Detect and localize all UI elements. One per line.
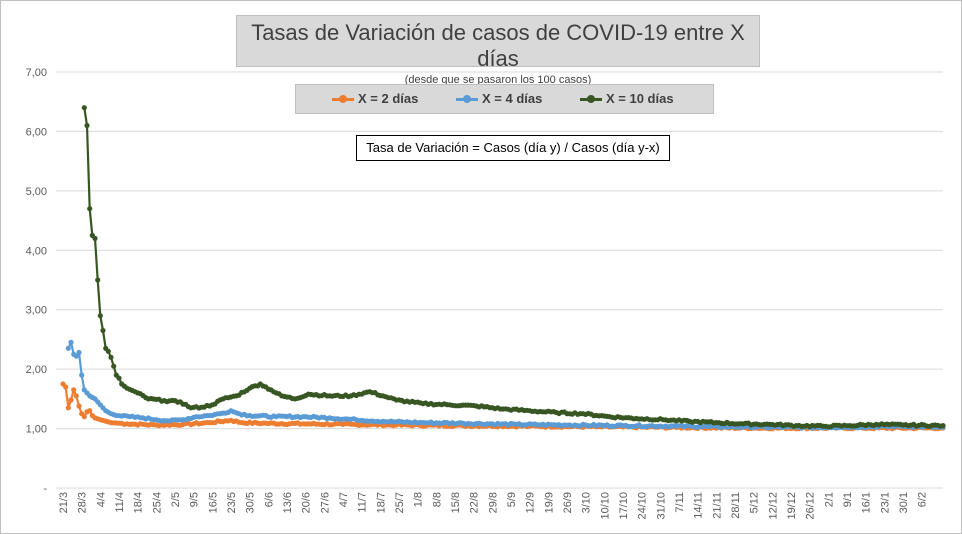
data-point: [87, 408, 93, 414]
y-axis: - 1,00 2,00 3,00 4,00 5,00 6,00 7,00: [26, 67, 48, 495]
series-group: [60, 105, 946, 432]
x-tick-label: 4/7: [338, 492, 350, 507]
data-point: [71, 387, 77, 393]
x-tick-label: 9/5: [189, 492, 201, 507]
x-tick-label: 1/8: [413, 492, 425, 507]
legend-entry-x10: X = 10 días: [580, 91, 674, 106]
x-tick-label: 11/4: [114, 492, 126, 513]
y-tick-label: 4,00: [26, 245, 47, 257]
data-point: [95, 277, 101, 283]
data-point: [79, 372, 85, 378]
legend-label: X = 10 días: [606, 91, 674, 106]
data-point: [68, 397, 74, 403]
x-tick-label: 13/6: [282, 492, 294, 513]
x-tick-label: 16/1: [861, 492, 873, 513]
y-tick-label: 2,00: [26, 364, 47, 376]
x-tick-label: 19/9: [543, 492, 555, 513]
chart-title: Tasas de Variación de casos de COVID-19 …: [251, 20, 745, 71]
legend: X = 2 días X = 4 días X = 10 días: [295, 84, 714, 114]
data-point: [84, 122, 90, 129]
x-tick-label: 6/2: [917, 492, 929, 507]
x-tick-label: 12/12: [767, 492, 779, 520]
data-point: [111, 363, 117, 369]
x-tick-label: 2/1: [823, 492, 835, 507]
data-point: [97, 313, 103, 319]
legend-entry-x2: X = 2 días: [332, 91, 418, 106]
x-tick-label: 11/7: [357, 492, 369, 513]
x-tick-label: 2/5: [170, 492, 182, 507]
data-point: [116, 375, 122, 381]
x-tick-label: 5/9: [506, 492, 518, 507]
x-tick-label: 27/6: [319, 492, 331, 513]
y-tick-label: 3,00: [26, 305, 47, 317]
title-box: Tasas de Variación de casos de COVID-19 …: [236, 15, 760, 86]
data-point: [68, 339, 74, 345]
x-tick-label: 18/4: [133, 492, 145, 513]
x-tick-label: 7/11: [674, 492, 686, 513]
data-point: [81, 414, 87, 420]
x-tick-label: 23/1: [879, 492, 891, 513]
x-axis: 21/3 28/3 4/4 11/4 18/4 25/4 2/5 9/5 16/5 23/5 30/…: [58, 492, 929, 520]
legend-label: X = 2 días: [358, 91, 419, 106]
x-tick-label: 10/10: [599, 492, 611, 520]
x-tick-label: 12/9: [525, 492, 537, 513]
legend-entry-x4: X = 4 días: [456, 91, 542, 106]
x-tick-label: 21/11: [711, 492, 723, 519]
data-point: [76, 349, 82, 356]
x-tick-label: 28/11: [730, 492, 742, 519]
data-point: [63, 384, 69, 390]
x-tick-label: 21/3: [58, 492, 70, 513]
x-tick-label: 25/7: [394, 492, 406, 513]
x-tick-label: 23/5: [226, 492, 238, 513]
data-point: [73, 353, 79, 359]
data-point: [940, 423, 946, 429]
x-tick-label: 22/8: [469, 492, 481, 513]
y-tick-label: -: [43, 483, 47, 495]
x-tick-label: 31/10: [655, 492, 667, 520]
x-tick-label: 6/6: [263, 492, 275, 507]
data-point: [81, 105, 87, 111]
data-point: [65, 405, 71, 411]
x-tick-label: 25/4: [151, 492, 163, 513]
legend-swatch: [580, 95, 602, 104]
data-point: [92, 235, 98, 241]
x-tick-label: 18/7: [375, 492, 387, 513]
x-tick-label: 9/1: [842, 492, 854, 507]
legend-swatch: [332, 95, 354, 104]
x-tick-label: 8/8: [431, 492, 443, 507]
data-point: [87, 206, 93, 212]
y-tick-label: 1,00: [26, 424, 47, 436]
y-tick-label: 7,00: [26, 67, 47, 79]
x-tick-label: 5/12: [749, 492, 761, 513]
x-tick-label: 26/12: [805, 492, 817, 520]
x-tick-label: 26/9: [562, 492, 574, 513]
y-tick-label: 6,00: [26, 126, 47, 138]
chart-subtitle: (desde que se pasaron los 100 casos): [404, 74, 592, 86]
x-tick-label: 3/10: [581, 492, 593, 513]
data-point: [73, 393, 79, 399]
x-tick-label: 28/3: [77, 492, 89, 513]
x-tick-label: 29/8: [487, 492, 499, 513]
x-tick-label: 20/6: [301, 492, 313, 513]
x-tick-label: 4/4: [95, 492, 107, 507]
x-tick-label: 15/8: [450, 492, 462, 513]
x-tick-label: 30/1: [898, 492, 910, 513]
legend-swatch: [456, 95, 478, 104]
data-point: [65, 345, 71, 351]
x-tick-label: 17/10: [618, 492, 630, 520]
y-tick-label: 5,00: [26, 186, 47, 198]
x-tick-label: 24/10: [637, 492, 649, 520]
data-point: [105, 348, 111, 354]
x-tick-label: 16/5: [207, 492, 219, 513]
data-point: [108, 354, 114, 360]
formula-annotation: Tasa de Variación = Casos (día y) / Caso…: [356, 135, 670, 161]
data-point: [76, 403, 82, 409]
x-tick-label: 30/5: [245, 492, 257, 513]
x-tick-label: 19/12: [786, 492, 798, 520]
x-tick-label: 14/11: [693, 492, 705, 519]
legend-label: X = 4 días: [482, 91, 543, 106]
data-point: [100, 327, 106, 334]
